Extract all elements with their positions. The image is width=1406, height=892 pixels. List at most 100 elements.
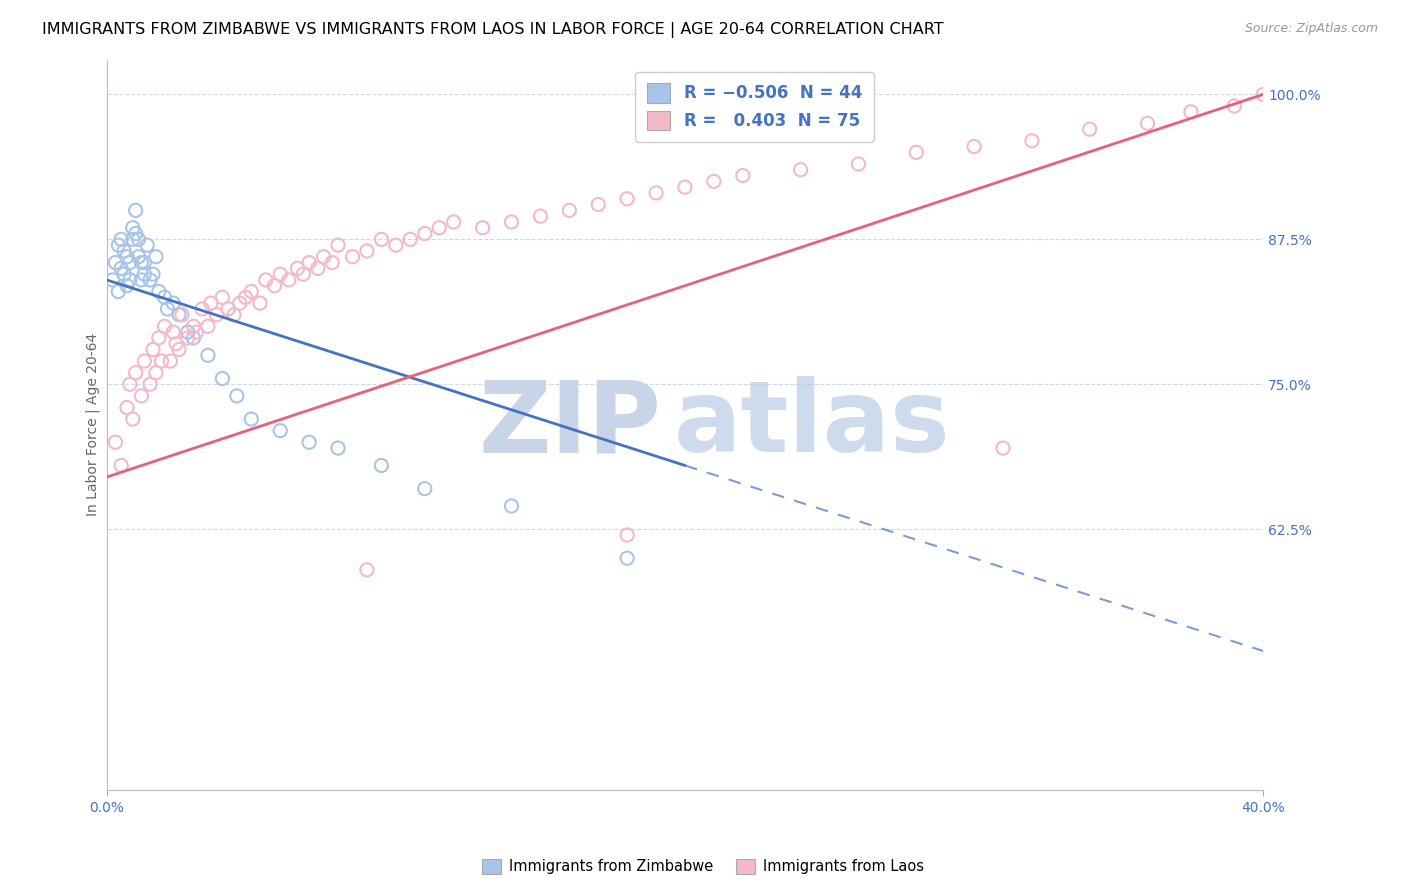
Point: [1078, 122, 1101, 136]
Point: [240, 285, 263, 299]
Point: [162, 325, 184, 339]
Point: [616, 528, 638, 542]
Point: [399, 232, 422, 246]
Text: atlas: atlas: [673, 376, 950, 474]
Point: [292, 267, 315, 281]
Point: [356, 244, 378, 258]
Point: [162, 296, 184, 310]
Point: [298, 435, 321, 450]
Point: [197, 319, 219, 334]
Point: [121, 412, 143, 426]
Point: [124, 203, 146, 218]
Point: [176, 331, 198, 345]
Point: [326, 238, 349, 252]
Point: [191, 301, 214, 316]
Point: [148, 285, 170, 299]
Text: Source: ZipAtlas.com: Source: ZipAtlas.com: [1244, 22, 1378, 36]
Point: [205, 308, 228, 322]
Legend: Immigrants from Zimbabwe, Immigrants from Laos: Immigrants from Zimbabwe, Immigrants fro…: [475, 853, 931, 880]
Point: [342, 250, 364, 264]
Point: [586, 197, 609, 211]
Point: [167, 343, 190, 357]
Point: [1136, 116, 1159, 130]
Point: [115, 278, 138, 293]
Point: [217, 301, 239, 316]
Point: [326, 441, 349, 455]
Point: [134, 255, 156, 269]
Point: [165, 336, 187, 351]
Point: [269, 424, 291, 438]
Point: [131, 273, 153, 287]
Point: [124, 366, 146, 380]
Point: [136, 238, 159, 252]
Point: [128, 232, 150, 246]
Point: [104, 255, 127, 269]
Point: [370, 232, 392, 246]
Point: [298, 255, 321, 269]
Point: [167, 308, 190, 322]
Point: [501, 215, 523, 229]
Point: [200, 296, 222, 310]
Point: [110, 261, 132, 276]
Point: [211, 290, 233, 304]
Point: [789, 162, 811, 177]
Point: [139, 377, 162, 392]
Point: [145, 250, 167, 264]
Point: [142, 343, 165, 357]
Point: [110, 232, 132, 246]
Point: [183, 331, 205, 345]
Point: [848, 157, 870, 171]
Point: [287, 261, 309, 276]
Point: [471, 220, 494, 235]
Point: [211, 371, 233, 385]
Point: [156, 301, 179, 316]
Point: [197, 348, 219, 362]
Point: [1251, 87, 1274, 102]
Point: [905, 145, 928, 160]
Point: [110, 458, 132, 473]
Point: [529, 209, 551, 223]
Point: [225, 389, 247, 403]
Point: [1223, 99, 1246, 113]
Point: [170, 308, 193, 322]
Point: [148, 331, 170, 345]
Point: [115, 250, 138, 264]
Point: [616, 551, 638, 566]
Point: [104, 435, 127, 450]
Point: [443, 215, 465, 229]
Point: [118, 255, 141, 269]
Point: [229, 296, 252, 310]
Point: [121, 232, 143, 246]
Point: [153, 319, 176, 334]
Point: [183, 319, 205, 334]
Point: [703, 174, 725, 188]
Point: [112, 267, 135, 281]
Point: [101, 273, 124, 287]
Point: [501, 499, 523, 513]
Point: [240, 412, 263, 426]
Point: [118, 273, 141, 287]
Point: [115, 401, 138, 415]
Point: [150, 354, 173, 368]
Point: [645, 186, 668, 200]
Point: [186, 325, 208, 339]
Point: [107, 285, 129, 299]
Point: [385, 238, 408, 252]
Point: [254, 273, 277, 287]
Point: [413, 482, 436, 496]
Point: [356, 563, 378, 577]
Point: [128, 250, 150, 264]
Point: [131, 255, 153, 269]
Y-axis label: In Labor Force | Age 20-64: In Labor Force | Age 20-64: [86, 334, 100, 516]
Point: [1180, 104, 1202, 119]
Point: [145, 366, 167, 380]
Point: [142, 267, 165, 281]
Point: [312, 250, 335, 264]
Point: [153, 290, 176, 304]
Point: [134, 267, 156, 281]
Point: [124, 227, 146, 241]
Point: [134, 354, 156, 368]
Point: [413, 227, 436, 241]
Point: [321, 255, 343, 269]
Legend: R = −0.506  N = 44, R =   0.403  N = 75: R = −0.506 N = 44, R = 0.403 N = 75: [636, 71, 873, 142]
